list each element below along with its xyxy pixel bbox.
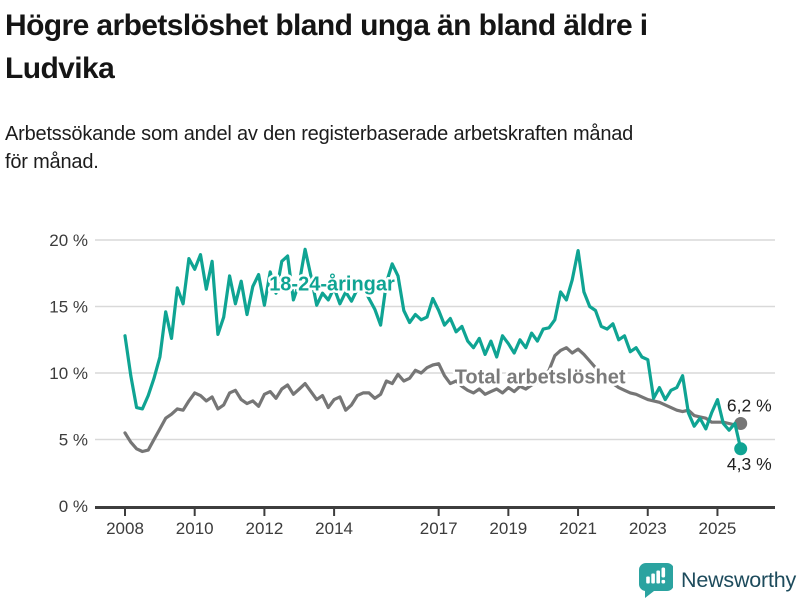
- series-line-total: [123, 346, 743, 454]
- chart-subtitle-line2: för månad.: [5, 151, 99, 173]
- series-label-total: Total arbetslöshet: [455, 367, 626, 389]
- newsworthy-logo[interactable]: Newsworthy: [639, 560, 796, 600]
- series-line-young: [123, 247, 743, 451]
- end-dot-total: [734, 417, 748, 430]
- y-tick-label: 10 %: [49, 364, 88, 383]
- end-label-total: 6,2 %: [727, 396, 772, 416]
- x-tick-label: 2014: [315, 519, 353, 538]
- x-tick-label: 2021: [559, 519, 597, 538]
- y-tick-label: 0 %: [59, 497, 88, 516]
- chart-subtitle-line1: Arbetssökande som andel av den registerb…: [5, 123, 634, 145]
- end-dot-young: [734, 442, 748, 456]
- y-tick-label: 5 %: [59, 431, 88, 450]
- page-title: Högre arbetslöshet bland unga än bland ä…: [5, 4, 800, 90]
- x-tick-label: 2008: [106, 519, 144, 538]
- chart-subtitle: Arbetssökande som andel av den registerb…: [5, 120, 785, 176]
- x-tick-label: 2017: [420, 519, 458, 538]
- page-title-line2: Ludvika: [5, 52, 115, 85]
- newsworthy-wordmark: Newsworthy: [681, 567, 797, 592]
- end-label-young: 4,3 %: [727, 454, 772, 474]
- x-tick-label: 2019: [489, 519, 527, 538]
- x-tick-label: 2010: [176, 519, 214, 538]
- series-label-young: 18-24-åringar: [269, 273, 395, 296]
- x-tick-label: 2025: [699, 519, 737, 538]
- page-title-line1: Högre arbetslöshet bland unga än bland ä…: [5, 9, 648, 42]
- x-tick-label: 2012: [245, 519, 283, 538]
- x-tick-label: 2023: [629, 519, 667, 538]
- y-tick-label: 20 %: [49, 231, 88, 250]
- page-header: Högre arbetslöshet bland unga än bland ä…: [5, 4, 800, 90]
- y-tick-label: 15 %: [49, 298, 88, 317]
- newsworthy-icon: [639, 563, 673, 598]
